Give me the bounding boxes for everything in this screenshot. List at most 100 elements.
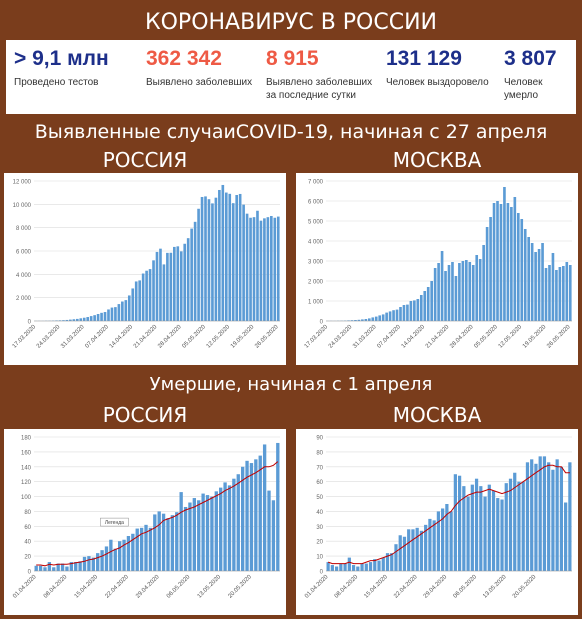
bar <box>474 478 479 571</box>
bar <box>354 320 357 321</box>
bar <box>530 459 534 571</box>
x-tick-label: 17.03.2020 <box>304 324 330 350</box>
bar <box>159 248 162 321</box>
bar <box>186 238 190 321</box>
bar <box>399 307 402 321</box>
bar <box>356 566 360 571</box>
x-tick-label: 12.05.2020 <box>498 324 524 350</box>
bar <box>491 490 496 571</box>
bar <box>38 565 43 571</box>
x-tick-label: 01.04.2020 <box>12 574 38 600</box>
stat-cases-value: 362 342 <box>146 47 222 70</box>
y-tick-label: 20 <box>316 540 323 546</box>
bar <box>551 253 555 321</box>
bar <box>513 197 517 321</box>
bar <box>347 557 351 571</box>
bar <box>385 553 390 571</box>
bar <box>100 550 104 571</box>
bar <box>91 557 95 571</box>
bar <box>458 263 461 321</box>
bar <box>542 456 547 571</box>
chart-deaths-moscow: 0 10 20 30 40 50 60 70 80 90 01.04.2020 08.04.2020 1… <box>296 429 578 615</box>
bar <box>65 319 69 321</box>
y-tick-label: 80 <box>316 450 323 456</box>
bar <box>492 203 496 321</box>
bar <box>204 196 207 321</box>
x-tick-label: 06.05.2020 <box>166 574 192 600</box>
x-tick-label: 28.04.2020 <box>157 324 183 350</box>
bar <box>207 199 211 321</box>
bar <box>409 301 413 321</box>
bar <box>419 530 424 571</box>
bar <box>479 486 483 571</box>
x-tick-label: 06.05.2020 <box>453 574 479 600</box>
bar <box>231 203 235 321</box>
bar <box>82 317 86 321</box>
bar <box>534 463 538 571</box>
x-tick-label: 21.04.2020 <box>425 324 451 350</box>
stat-new-cases: 8 915 Выявлено заболевших за последние с… <box>266 46 384 102</box>
bar <box>96 553 100 571</box>
y-tick-label: 0 <box>320 570 324 576</box>
bar <box>148 269 152 321</box>
bar <box>103 312 107 321</box>
section-title-deaths: Умершие, начиная с 1 апреля <box>149 374 433 395</box>
bar <box>475 255 479 321</box>
y-tick-label: 12 000 <box>13 180 32 186</box>
bar <box>392 310 395 321</box>
bar <box>447 265 451 321</box>
x-tick-label: 29.04.2020 <box>423 574 449 600</box>
stat-cases-label: Выявлено заболевших <box>146 77 253 88</box>
bar <box>153 514 157 571</box>
bar <box>378 315 382 321</box>
y-tick-label: 2 000 <box>16 296 32 302</box>
bar <box>471 265 475 321</box>
y-tick-label: 160 <box>21 450 32 456</box>
bar <box>415 527 419 571</box>
bar <box>478 259 482 321</box>
bar <box>558 267 562 321</box>
bar <box>162 264 166 321</box>
bar <box>135 528 139 571</box>
bar <box>245 213 249 321</box>
bar <box>517 481 521 571</box>
bar <box>169 252 173 321</box>
bar <box>232 478 236 571</box>
bar <box>210 496 214 571</box>
bar <box>525 462 530 571</box>
bar <box>407 529 411 571</box>
bar <box>173 246 176 321</box>
bar <box>131 533 135 571</box>
bar <box>242 204 245 321</box>
bar <box>86 317 90 321</box>
y-tick-label: 6 000 <box>16 250 32 256</box>
x-tick-label: 05.05.2020 <box>473 324 499 350</box>
bar <box>223 482 227 571</box>
bar <box>270 216 273 321</box>
bar <box>445 504 449 571</box>
stat-deaths-value: 3 807 <box>504 47 557 70</box>
bar <box>214 197 218 321</box>
bar <box>60 563 65 571</box>
bar <box>262 444 267 571</box>
y-tick-label: 180 <box>21 436 32 442</box>
bar <box>457 475 462 571</box>
y-tick-label: 5 000 <box>308 220 324 226</box>
bar <box>276 216 280 321</box>
bar <box>205 495 210 571</box>
bar <box>364 563 368 571</box>
bar <box>100 312 103 321</box>
bar <box>214 491 218 571</box>
bar <box>551 469 555 571</box>
bar <box>152 260 155 321</box>
bar <box>179 492 183 571</box>
bar <box>240 466 245 571</box>
bar <box>228 193 232 321</box>
y-tick-label: 4 000 <box>16 273 32 279</box>
bar <box>449 511 453 571</box>
bar <box>350 320 354 321</box>
bar <box>489 217 492 321</box>
annotation-box <box>100 517 129 527</box>
bar <box>398 535 402 571</box>
bar <box>461 261 465 321</box>
